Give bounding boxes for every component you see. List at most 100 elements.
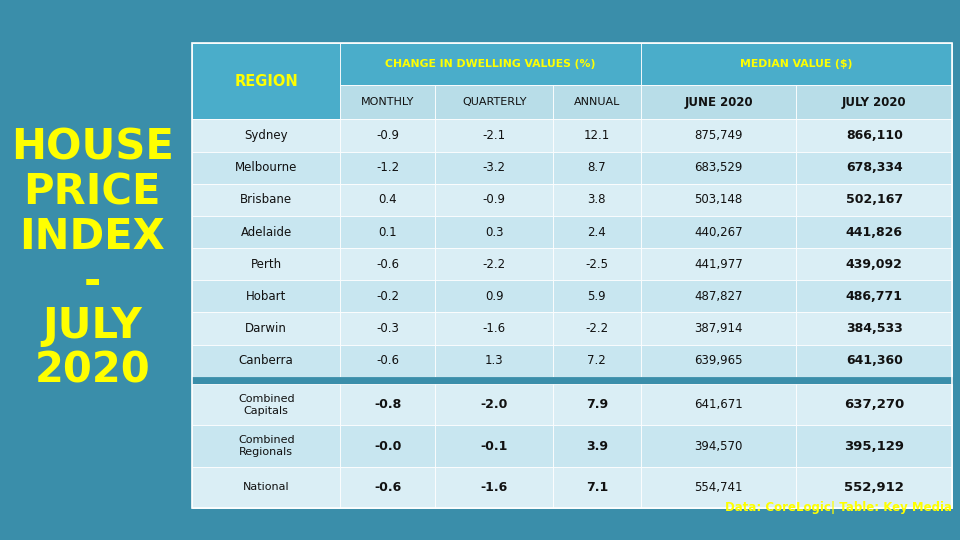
Bar — [797, 426, 952, 467]
Text: Data: CoreLogic| Table: Key Media: Data: CoreLogic| Table: Key Media — [725, 501, 952, 514]
Text: 502,167: 502,167 — [846, 193, 903, 206]
Text: JULY 2020: JULY 2020 — [842, 96, 906, 109]
Text: Brisbane: Brisbane — [240, 193, 292, 206]
Bar — [435, 467, 553, 508]
Bar — [192, 345, 340, 377]
Bar — [797, 345, 952, 377]
Bar — [435, 384, 553, 426]
Text: 5.9: 5.9 — [588, 290, 606, 303]
Text: 0.3: 0.3 — [485, 226, 503, 239]
Bar — [340, 384, 435, 426]
Bar — [435, 152, 553, 184]
Text: 8.7: 8.7 — [588, 161, 606, 174]
Bar — [640, 313, 797, 345]
Text: 3.8: 3.8 — [588, 193, 606, 206]
Text: 637,270: 637,270 — [844, 399, 904, 411]
Bar — [435, 216, 553, 248]
Bar — [435, 85, 553, 119]
Bar — [640, 152, 797, 184]
Text: -3.2: -3.2 — [483, 161, 506, 174]
Text: 0.1: 0.1 — [378, 226, 397, 239]
Text: Darwin: Darwin — [245, 322, 287, 335]
Bar — [340, 345, 435, 377]
Bar — [640, 85, 797, 119]
Bar — [435, 248, 553, 280]
Bar — [640, 467, 797, 508]
Bar — [640, 119, 797, 152]
Text: -0.0: -0.0 — [374, 440, 401, 453]
Text: 441,977: 441,977 — [694, 258, 743, 271]
Bar — [797, 85, 952, 119]
Bar — [340, 248, 435, 280]
Text: Combined
Capitals: Combined Capitals — [238, 394, 295, 416]
Text: -0.8: -0.8 — [374, 399, 401, 411]
Bar — [340, 313, 435, 345]
Text: 441,826: 441,826 — [846, 226, 902, 239]
Text: 384,533: 384,533 — [846, 322, 902, 335]
Bar — [192, 43, 340, 119]
Bar — [553, 85, 640, 119]
Text: -1.6: -1.6 — [481, 481, 508, 494]
Text: 503,148: 503,148 — [694, 193, 743, 206]
Bar — [553, 345, 640, 377]
Text: -2.2: -2.2 — [586, 322, 609, 335]
Text: -0.9: -0.9 — [376, 129, 399, 142]
Text: -0.2: -0.2 — [376, 290, 399, 303]
Text: 7.1: 7.1 — [586, 481, 608, 494]
Bar — [340, 43, 640, 85]
Text: -1.2: -1.2 — [376, 161, 399, 174]
Text: 678,334: 678,334 — [846, 161, 902, 174]
Text: MONTHLY: MONTHLY — [361, 97, 415, 107]
Text: 0.9: 0.9 — [485, 290, 504, 303]
Bar — [340, 85, 435, 119]
Text: -0.6: -0.6 — [376, 354, 399, 367]
Text: Sydney: Sydney — [245, 129, 288, 142]
Bar — [340, 280, 435, 313]
Text: 641,671: 641,671 — [694, 399, 743, 411]
Bar — [553, 426, 640, 467]
Text: 875,749: 875,749 — [694, 129, 743, 142]
Bar — [553, 467, 640, 508]
Bar — [797, 119, 952, 152]
Bar — [797, 467, 952, 508]
Text: -0.9: -0.9 — [483, 193, 506, 206]
Text: QUARTERLY: QUARTERLY — [462, 97, 526, 107]
Bar — [640, 280, 797, 313]
Bar — [340, 119, 435, 152]
Bar — [192, 426, 340, 467]
Bar — [640, 345, 797, 377]
Text: MEDIAN VALUE ($): MEDIAN VALUE ($) — [740, 59, 852, 69]
Text: HOUSE
PRICE
INDEX
-
JULY
2020: HOUSE PRICE INDEX - JULY 2020 — [11, 126, 174, 392]
Text: 639,965: 639,965 — [694, 354, 743, 367]
Text: 7.9: 7.9 — [586, 399, 608, 411]
Text: 7.2: 7.2 — [588, 354, 607, 367]
Text: Perth: Perth — [251, 258, 281, 271]
Text: 554,741: 554,741 — [694, 481, 743, 494]
Bar — [640, 184, 797, 216]
Text: -2.5: -2.5 — [586, 258, 609, 271]
Bar — [640, 384, 797, 426]
Text: ANNUAL: ANNUAL — [574, 97, 620, 107]
Bar — [192, 119, 340, 152]
Text: 683,529: 683,529 — [694, 161, 743, 174]
Text: 641,360: 641,360 — [846, 354, 902, 367]
Text: 552,912: 552,912 — [845, 481, 904, 494]
Bar — [192, 377, 952, 384]
Bar — [340, 184, 435, 216]
Text: JUNE 2020: JUNE 2020 — [684, 96, 753, 109]
Bar — [435, 345, 553, 377]
Text: Hobart: Hobart — [246, 290, 286, 303]
Bar — [553, 313, 640, 345]
Text: Melbourne: Melbourne — [235, 161, 298, 174]
Bar — [640, 426, 797, 467]
Text: -0.6: -0.6 — [376, 258, 399, 271]
Bar — [640, 43, 952, 85]
Text: Canberra: Canberra — [239, 354, 294, 367]
Bar — [797, 384, 952, 426]
Bar — [192, 280, 340, 313]
Text: 2.4: 2.4 — [588, 226, 607, 239]
Bar — [553, 152, 640, 184]
Bar — [797, 248, 952, 280]
Bar — [435, 313, 553, 345]
Bar — [553, 384, 640, 426]
